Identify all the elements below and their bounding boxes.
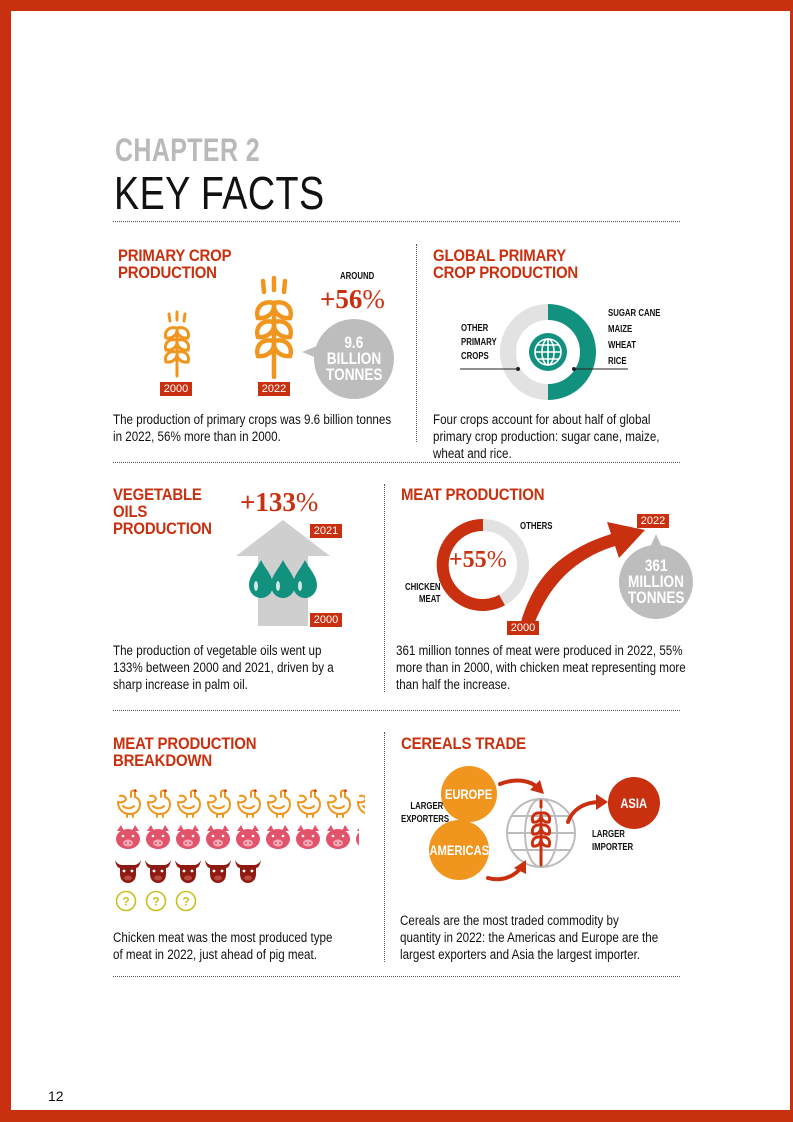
divider-row-1 — [113, 462, 680, 463]
cattle-icon — [203, 858, 233, 889]
section-title-primary-crop: PRIMARY CROP PRODUCTION — [118, 246, 232, 282]
veg-oils-percent: +133% — [240, 487, 319, 517]
americas-circle: AMERICAS — [429, 820, 489, 880]
larger-importer-label: LARGER IMPORTER — [592, 829, 634, 853]
europe-circle: EUROPE — [441, 766, 497, 822]
primary-crop-text: The production of primary crops was 9.6 … — [113, 412, 392, 444]
question-mark-icon: ? — [145, 890, 175, 917]
svg-text:?: ? — [182, 895, 189, 909]
cattle-icon — [233, 858, 263, 889]
page-border-bottom — [0, 1110, 793, 1122]
meat-percent: +55% — [449, 547, 507, 573]
growth-arrow-icon — [521, 522, 645, 622]
divider-vertical-1 — [416, 244, 417, 442]
year-box-2022: 2022 — [258, 382, 290, 396]
pig-icon — [323, 825, 353, 856]
chicken-icon — [323, 788, 353, 823]
chicken-icon-row — [113, 788, 368, 823]
trade-arrows-icon — [486, 778, 608, 882]
asia-circle: ASIA — [608, 777, 660, 829]
question-mark-icon: ? — [175, 890, 205, 917]
veg-oils-text: The production of vegetable oils went up… — [113, 643, 334, 692]
year-box-2022-meat: 2022 — [637, 514, 669, 528]
section-title-cereals: CEREALS TRADE — [401, 734, 526, 753]
pig-icon — [113, 825, 143, 856]
divider-vertical-3 — [384, 732, 385, 962]
chicken-icon — [113, 788, 143, 823]
pig-icon — [233, 825, 263, 856]
year-box-2000-meat: 2000 — [507, 621, 539, 635]
chicken-icon — [353, 788, 365, 823]
wheat-small-icon — [164, 310, 190, 378]
chapter-label: CHAPTER 2 — [115, 132, 260, 168]
meat-bubble: 361 MILLION TONNES — [619, 545, 693, 619]
cattle-icon — [173, 858, 203, 889]
chicken-icon — [293, 788, 323, 823]
global-primary-text: Four crops account for about half of glo… — [433, 412, 660, 461]
four-crops-label: SUGAR CANE MAIZE WHEAT RICE — [608, 308, 661, 367]
meat-donut-icon — [436, 518, 529, 611]
oil-drops-icon — [249, 560, 317, 598]
divider-row-2 — [113, 710, 680, 711]
meat-breakdown-text: Chicken meat was the most produced type … — [113, 930, 333, 962]
year-box-2021: 2021 — [310, 524, 342, 538]
pig-icon — [173, 825, 203, 856]
cattle-icon — [143, 858, 173, 889]
others-label: OTHERS — [520, 521, 553, 532]
pig-icon — [143, 825, 173, 856]
pointer-lines — [460, 367, 628, 371]
pig-icon — [263, 825, 293, 856]
divider-row-3 — [113, 976, 680, 977]
chicken-icon — [233, 788, 263, 823]
cattle-icon — [113, 858, 143, 889]
primary-crop-bubble: 9.6 BILLION TONNES — [314, 319, 394, 399]
cereal-globe-icon — [506, 798, 576, 868]
chicken-icon — [203, 788, 233, 823]
svg-text:?: ? — [122, 895, 129, 909]
primary-crop-percent: +56% — [320, 284, 385, 314]
chicken-icon — [263, 788, 293, 823]
page-border-right — [790, 0, 793, 1122]
chicken-icon — [173, 788, 203, 823]
meat-text: 361 million tonnes of meat were produced… — [396, 643, 686, 692]
larger-exporters-label: LARGER EXPORTERS — [401, 801, 450, 825]
cattle-icon-row — [113, 858, 368, 889]
pig-icon — [203, 825, 233, 856]
divider-vertical-2 — [384, 484, 385, 692]
divider-header — [113, 221, 680, 222]
year-box-2000-oils: 2000 — [310, 613, 342, 627]
year-box-2000: 2000 — [160, 382, 192, 396]
pig-icon-row — [113, 825, 368, 856]
section-title-global-primary: GLOBAL PRIMARY CROP PRODUCTION — [433, 246, 579, 282]
donut-chart-icon — [500, 304, 596, 400]
section-title-veg-oils: VEGETABLE OILS PRODUCTION — [113, 485, 212, 538]
page-border-top — [0, 0, 793, 11]
svg-text:?: ? — [152, 895, 159, 909]
pig-icon — [353, 825, 359, 856]
page-number: 12 — [48, 1088, 64, 1104]
pig-icon — [293, 825, 323, 856]
page-border-left — [0, 0, 11, 1122]
section-title-meat-breakdown: MEAT PRODUCTION BREAKDOWN — [113, 734, 257, 770]
chicken-icon — [143, 788, 173, 823]
wheat-large-icon — [255, 275, 293, 379]
page-title: KEY FACTS — [114, 167, 325, 219]
around-label: AROUND — [340, 271, 375, 282]
section-title-meat: MEAT PRODUCTION — [401, 485, 545, 504]
other-primary-crops-label: OTHER PRIMARY CROPS — [461, 323, 497, 362]
cereals-text: Cereals are the most traded commodity by… — [400, 913, 659, 962]
question-mark-icon: ? — [115, 890, 145, 917]
other-meat-icon-row: ??? — [115, 890, 370, 917]
chicken-meat-label: CHICKEN MEAT — [405, 582, 441, 605]
